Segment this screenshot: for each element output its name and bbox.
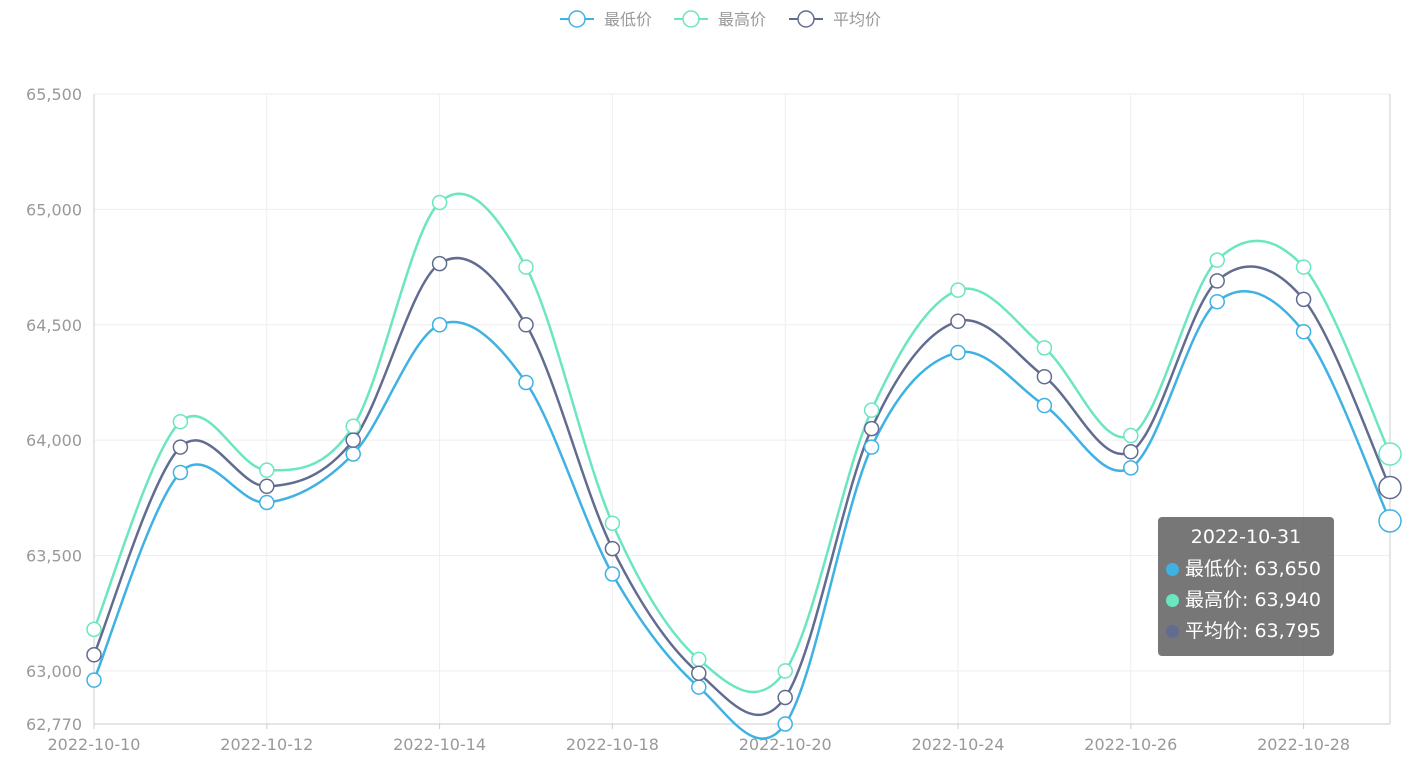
series-high-point <box>691 651 707 668</box>
legend-low-label: 最低价 <box>604 10 652 29</box>
x-tick-label: 2022-10-10 <box>48 735 141 754</box>
series-low-point <box>1036 397 1053 414</box>
series-avg-line <box>92 256 1392 717</box>
series-low-point <box>1295 323 1312 340</box>
series-high-point <box>1036 340 1053 356</box>
series-high-point <box>777 663 793 679</box>
series-avg-point <box>1209 273 1225 289</box>
series-avg-point <box>1036 368 1053 385</box>
series-high-point <box>172 413 189 430</box>
legend-high-marker <box>682 10 700 28</box>
series-low-line <box>92 290 1392 740</box>
series-low-point <box>86 672 102 688</box>
y-tick-label: 63,500 <box>26 547 82 566</box>
series-low-point <box>172 464 189 481</box>
series-high-point <box>431 194 448 211</box>
y-tick-label: 65,500 <box>26 85 82 104</box>
legend-high-label: 最高价 <box>718 10 766 29</box>
series-avg-point <box>172 439 189 455</box>
series-high-point <box>1209 252 1225 268</box>
series-avg-point <box>86 647 102 663</box>
y-tick-label: 65,000 <box>26 200 82 219</box>
y-axis-ticks: 62,770 63,000 63,500 64,000 64,500 65,000 65,5… <box>26 85 82 734</box>
series-high-point <box>518 259 534 275</box>
series-low-point <box>691 679 707 695</box>
series-avg-point <box>1295 291 1312 308</box>
series-avg-point <box>259 478 275 495</box>
series-points <box>86 194 1402 732</box>
series-avg-point <box>518 317 534 333</box>
series-low-point <box>863 439 880 455</box>
x-tick-label: 2022-10-28 <box>1257 735 1350 754</box>
x-tick-label: 2022-10-14 <box>393 735 486 754</box>
series-avg-point <box>777 689 793 706</box>
series-high-point <box>1295 259 1312 275</box>
tooltip-row-avg: 平均价: 63,795 <box>1166 616 1334 647</box>
series-high-point <box>863 402 880 418</box>
series-high-point <box>345 418 361 435</box>
series-low-point <box>1378 509 1402 533</box>
series-low-point <box>1209 293 1225 310</box>
axes <box>93 94 1391 729</box>
series-avg-point <box>863 420 880 437</box>
x-tick-label: 2022-10-12 <box>220 735 313 754</box>
x-tick-label: 2022-10-24 <box>912 735 1005 754</box>
series-avg-point <box>691 665 707 681</box>
series-high-point <box>86 621 102 638</box>
series-high-point <box>604 515 621 531</box>
legend: 最低价 最高价 平均价 <box>560 10 881 29</box>
tooltip-high-label: 最高价: 63,940 <box>1185 589 1321 611</box>
x-tick-label: 2022-10-18 <box>566 735 659 754</box>
y-tick-label: 62,770 <box>26 715 82 734</box>
series-low-point <box>604 566 621 582</box>
series-avg-point <box>604 540 621 557</box>
x-tick-label: 2022-10-26 <box>1084 735 1177 754</box>
y-tick-label: 64,000 <box>26 431 82 450</box>
series-high-point <box>950 282 966 298</box>
y-tick-label: 64,500 <box>26 316 82 335</box>
tooltip-row-high: 最高价: 63,940 <box>1166 585 1334 616</box>
series-low-point <box>345 446 361 462</box>
tooltip: 2022-10-31 最低价: 63,650 最高价: 63,940 平均价: … <box>1158 517 1334 656</box>
y-tick-label: 63,000 <box>26 662 82 681</box>
series-low-point <box>777 716 793 732</box>
tooltip-low-label: 最低价: 63,650 <box>1185 558 1321 580</box>
series-low-point <box>950 344 966 361</box>
series-avg-dot <box>1166 625 1179 638</box>
series-low-dot <box>1166 563 1179 576</box>
series-low-point <box>431 317 448 333</box>
series-high-dot <box>1166 594 1179 607</box>
series-low-point <box>259 494 275 511</box>
series-low-point <box>518 374 534 391</box>
tooltip-row-low: 最低价: 63,650 <box>1166 554 1334 585</box>
tooltip-avg-label: 平均价: 63,795 <box>1185 620 1321 642</box>
series-high-point <box>1378 442 1402 466</box>
series-high-point <box>259 462 275 478</box>
x-tick-label: 2022-10-20 <box>739 735 832 754</box>
legend-avg-marker <box>797 10 815 28</box>
tooltip-title: 2022-10-31 <box>1190 526 1302 548</box>
series-avg-point <box>431 255 448 272</box>
series-avg-point <box>950 313 966 330</box>
series-avg-point <box>345 432 361 448</box>
series-lines <box>92 192 1392 740</box>
series-avg-point <box>1378 475 1402 500</box>
series-high-point <box>1123 427 1139 444</box>
legend-low-marker <box>568 10 586 28</box>
legend-avg-label: 平均价 <box>833 10 881 29</box>
x-axis-ticks: 2022-10-10 2022-10-12 2022-10-14 2022-10-18… <box>48 735 1351 754</box>
series-high-line <box>92 192 1392 694</box>
series-avg-point <box>1123 443 1139 460</box>
series-low-point <box>1123 460 1139 476</box>
